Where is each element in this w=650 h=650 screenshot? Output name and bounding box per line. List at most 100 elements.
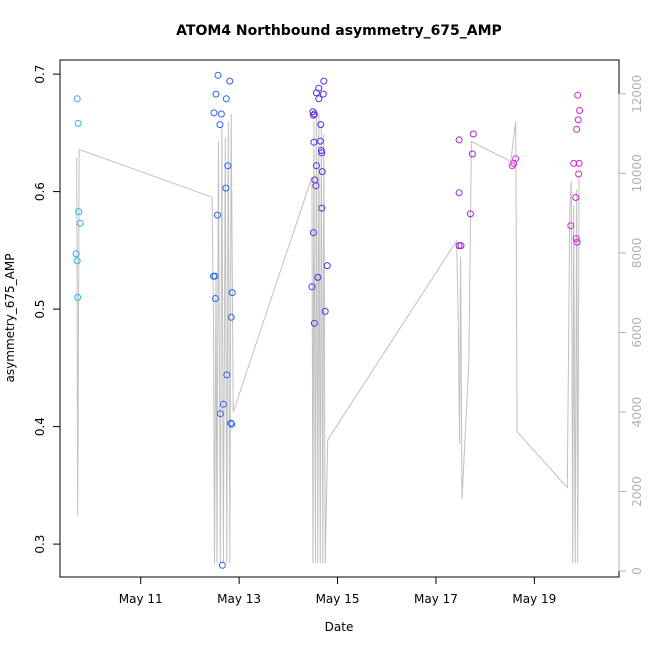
data-point [319, 90, 327, 98]
data-point [468, 150, 476, 158]
data-point [570, 159, 578, 167]
data-point [211, 272, 219, 280]
data-point [73, 257, 81, 265]
data-point [212, 295, 219, 302]
x-tick-label: May 11 [119, 592, 163, 606]
x-axis-label: Date [325, 620, 354, 634]
data-point [222, 95, 230, 103]
data-point [219, 400, 227, 408]
x-tick-label: May 19 [512, 592, 556, 606]
data-point [318, 168, 326, 176]
y-tick-label: 0.3 [33, 535, 47, 554]
data-point [575, 170, 583, 178]
data-point [226, 77, 234, 85]
data-point [512, 155, 520, 163]
data-point [76, 219, 84, 227]
data-point [310, 138, 318, 146]
y-axis-left: 0.3 0.4 0.5 0.6 0.7 [33, 65, 61, 554]
point-group [508, 91, 584, 246]
data-point [216, 410, 224, 418]
data-point [320, 77, 328, 85]
data-point [212, 90, 220, 98]
x-axis: May 11 May 13 May 15 May 17 May 19 [119, 576, 556, 606]
data-point [574, 116, 582, 124]
secondary-line-layer [76, 109, 580, 564]
data-point [572, 235, 580, 243]
x-tick-label: May 15 [316, 592, 360, 606]
data-point [228, 289, 236, 297]
y-axis-right: 0 2000 4000 6000 8000 10000 12000 [618, 75, 644, 575]
y2-tick-label: 2000 [630, 476, 644, 507]
y-tick-label: 0.4 [33, 417, 47, 436]
point-group [210, 71, 236, 569]
data-point [210, 109, 218, 117]
data-point [573, 125, 581, 133]
y2-tick-label: 8000 [630, 238, 644, 269]
y2-tick-label: 10000 [630, 154, 644, 192]
data-point [572, 194, 580, 201]
secondary-series-line [76, 109, 580, 564]
data-point [216, 121, 224, 129]
data-point [321, 307, 329, 315]
data-point [315, 95, 323, 103]
y2-tick-label: 0 [630, 567, 644, 575]
data-point [574, 91, 582, 99]
data-point [310, 319, 318, 327]
data-point [308, 283, 316, 291]
points-layer [72, 71, 584, 569]
data-point [227, 419, 235, 427]
y2-tick-label: 4000 [630, 397, 644, 428]
data-point [214, 211, 221, 219]
data-point [466, 210, 474, 218]
data-point [316, 137, 324, 145]
data-point [72, 250, 80, 258]
data-point [455, 136, 463, 144]
data-point [309, 111, 317, 119]
data-point [73, 95, 81, 103]
data-point [218, 561, 226, 569]
data-point [222, 184, 230, 192]
data-point [75, 208, 83, 216]
data-point [214, 71, 222, 79]
data-point [455, 189, 463, 197]
data-point [312, 162, 320, 170]
data-point [510, 159, 518, 167]
data-point [74, 293, 82, 301]
data-point [74, 119, 82, 127]
data-point [314, 273, 322, 281]
point-group [72, 95, 84, 301]
data-point [312, 182, 320, 190]
point-group [455, 130, 477, 250]
point-group [308, 77, 331, 327]
data-point [318, 204, 326, 212]
data-point [567, 222, 575, 230]
data-point [227, 313, 235, 321]
data-point [455, 242, 463, 250]
x-tick-label: May 13 [217, 592, 261, 606]
x-tick-label: May 17 [414, 592, 458, 606]
y2-tick-label: 12000 [630, 75, 644, 113]
y2-tick-label: 6000 [630, 317, 644, 348]
data-point [457, 242, 465, 250]
y-tick-label: 0.6 [33, 182, 47, 201]
data-point [576, 107, 584, 114]
data-point [573, 238, 581, 246]
y-axis-label: asymmetry_675_AMP [3, 254, 17, 383]
chart-title: ATOM4 Northbound asymmetry_675_AMP [176, 23, 502, 39]
data-point [217, 110, 225, 118]
y-tick-label: 0.7 [33, 65, 47, 84]
data-point [310, 110, 318, 118]
data-point [309, 229, 317, 237]
data-point [223, 371, 231, 379]
plot-frame [59, 59, 620, 578]
data-point [312, 89, 320, 97]
data-point [323, 262, 331, 270]
data-point [317, 121, 325, 129]
data-point [224, 162, 232, 170]
y-tick-label: 0.5 [33, 300, 47, 319]
data-point [469, 130, 477, 138]
data-point [228, 420, 236, 428]
data-point [318, 149, 326, 157]
data-point [575, 159, 583, 167]
